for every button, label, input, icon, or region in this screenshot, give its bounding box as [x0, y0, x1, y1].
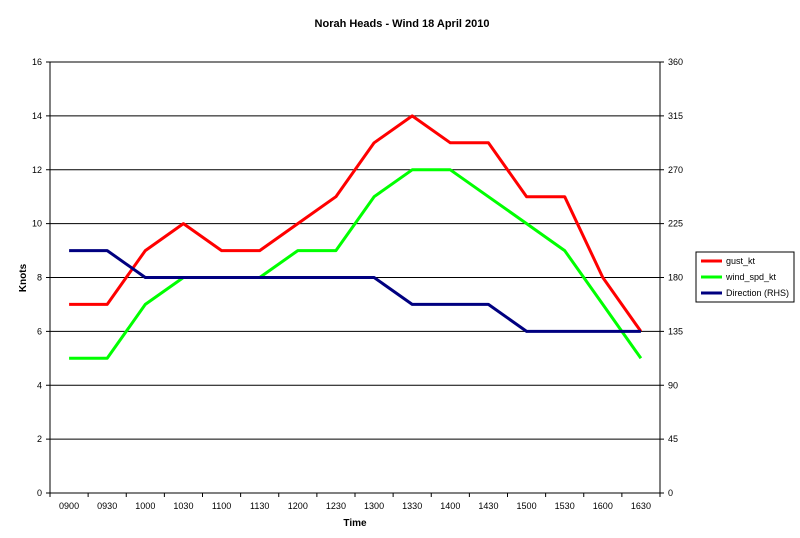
x-tick-label: 1330: [402, 501, 422, 511]
legend-label: gust_kt: [726, 256, 756, 266]
y-tick-label: 2: [37, 434, 42, 444]
x-tick-label: 1200: [288, 501, 308, 511]
y-tick-label: 6: [37, 326, 42, 336]
y2-tick-label: 270: [668, 165, 683, 175]
y2-tick-label: 180: [668, 273, 683, 283]
y2-tick-label: 315: [668, 111, 683, 121]
x-tick-label: 1530: [555, 501, 575, 511]
x-tick-label: 0930: [97, 501, 117, 511]
x-tick-label: 1130: [250, 501, 269, 511]
x-axis-label: Time: [343, 518, 367, 529]
x-axis-ticks: 0900 0930 1000 1030 1100 1130 1200 1230 1300 1330…: [49, 493, 661, 511]
x-tick-label: 1430: [478, 501, 498, 511]
y-tick-label: 10: [32, 219, 42, 229]
y-tick-label: 14: [32, 111, 42, 121]
series-line-wind-spd-kt: [69, 168, 643, 360]
right-axis-ticks: 0 45 90 135 180 225 270 315 360: [660, 57, 683, 498]
y-tick-label: 0: [37, 488, 42, 498]
chart-title: Norah Heads - Wind 18 April 2010: [315, 18, 490, 30]
x-tick-label: 1600: [593, 501, 613, 511]
series-lines: [69, 114, 643, 360]
series-line-gust-kt: [69, 114, 643, 333]
y-tick-label: 12: [32, 165, 42, 175]
series-line-direction-rhs: [69, 249, 641, 333]
left-axis-ticks: 0 2 4 6 8 10 12 14 16: [32, 57, 50, 498]
legend: gust_kt wind_spd_kt Direction (RHS): [695, 251, 795, 303]
legend-label: Direction (RHS): [726, 288, 789, 298]
x-tick-label: 1030: [173, 501, 193, 511]
y2-tick-label: 45: [668, 434, 678, 444]
legend-label: wind_spd_kt: [725, 272, 777, 282]
y-tick-label: 8: [37, 273, 42, 283]
x-tick-label: 1500: [517, 501, 537, 511]
x-tick-label: 1000: [135, 501, 155, 511]
y2-tick-label: 0: [668, 488, 673, 498]
y2-tick-label: 90: [668, 380, 678, 390]
x-tick-label: 1630: [631, 501, 651, 511]
y-axis-label: Knots: [18, 263, 29, 292]
y-tick-label: 16: [32, 57, 42, 67]
y2-tick-label: 135: [668, 326, 683, 336]
y2-tick-label: 360: [668, 57, 683, 67]
x-tick-label: 1400: [440, 501, 460, 511]
x-tick-label: 1300: [364, 501, 384, 511]
y2-tick-label: 225: [668, 219, 683, 229]
x-tick-label: 1100: [212, 501, 231, 511]
x-tick-label: 0900: [59, 501, 79, 511]
x-tick-label: 1230: [326, 501, 346, 511]
y-tick-label: 4: [37, 380, 42, 390]
